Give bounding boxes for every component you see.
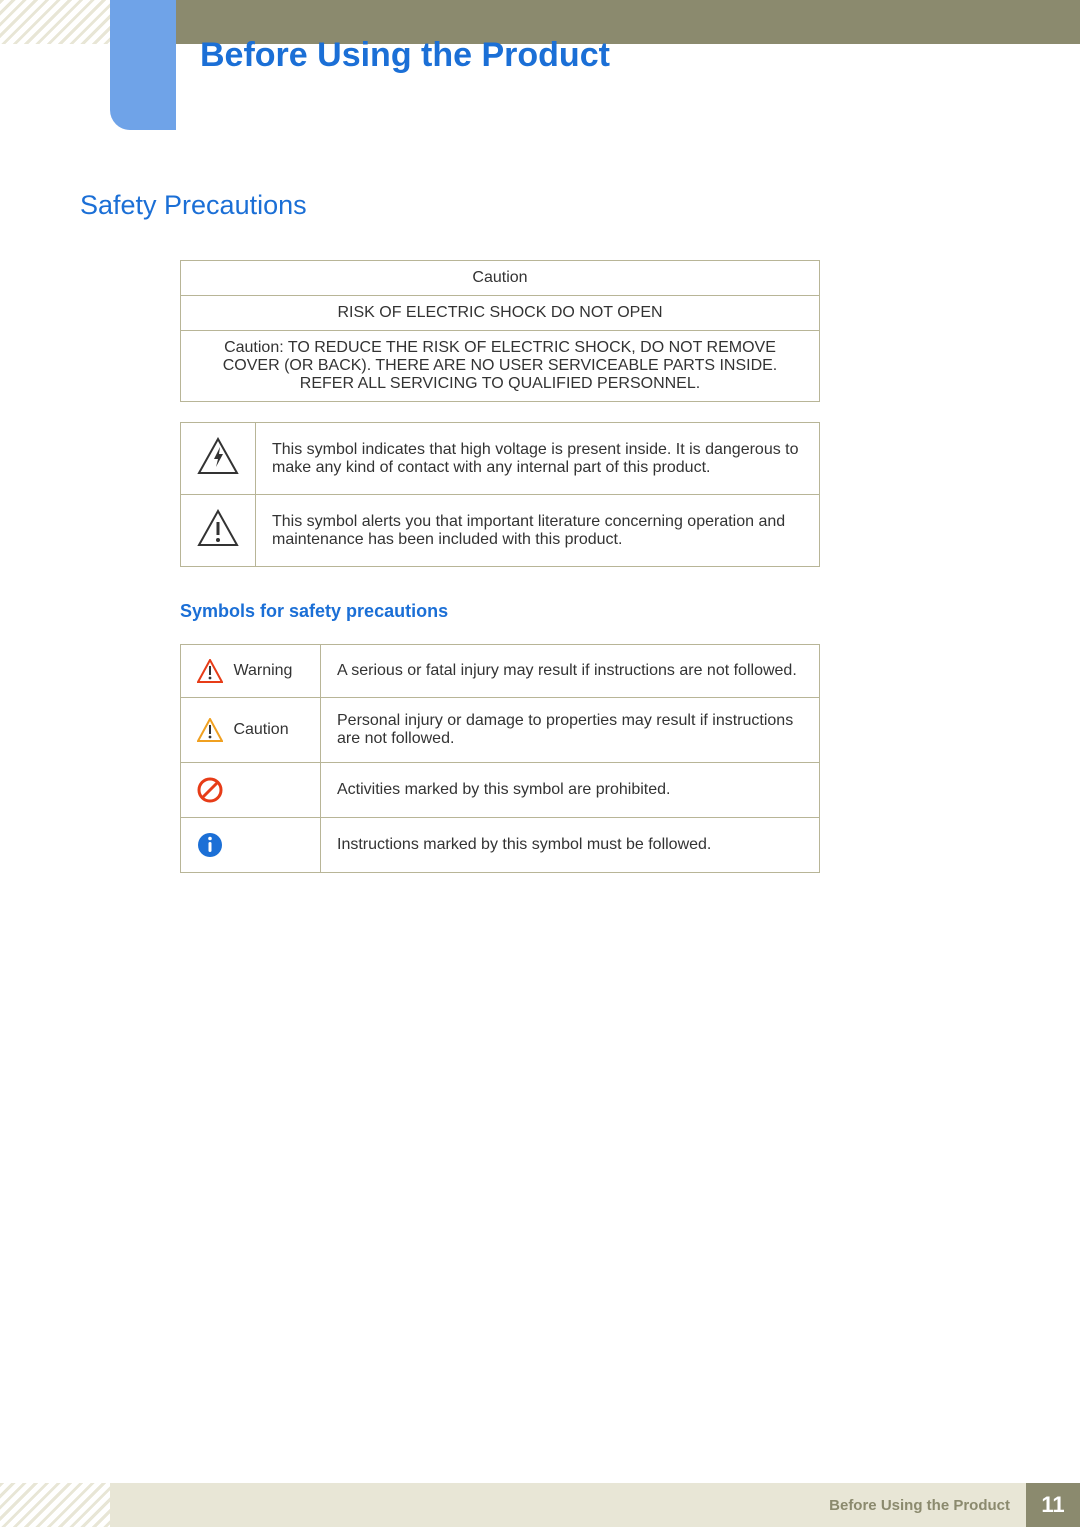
caution-row-3: Caution: TO REDUCE THE RISK OF ELECTRIC …: [181, 331, 820, 402]
symbols-subheading: Symbols for safety precautions: [180, 601, 820, 622]
caution-box-table: Caution RISK OF ELECTRIC SHOCK DO NOT OP…: [180, 260, 820, 402]
chapter-tab: [110, 0, 176, 130]
footer-diagonal-decoration: [0, 1483, 110, 1527]
info-desc: Instructions marked by this symbol must …: [321, 818, 820, 873]
precaution-symbols-table: Warning A serious or fatal injury may re…: [180, 644, 820, 873]
caution-row-1: Caution: [181, 261, 820, 296]
exclaim-triangle-icon-cell: [181, 495, 256, 567]
table-row: Instructions marked by this symbol must …: [181, 818, 820, 873]
caution-row-2: RISK OF ELECTRIC SHOCK DO NOT OPEN: [181, 296, 820, 331]
table-row: This symbol indicates that high voltage …: [181, 423, 820, 495]
chapter-title: Before Using the Product: [200, 36, 610, 75]
warning-label: Warning: [233, 662, 292, 679]
section-title: Safety Precautions: [80, 190, 307, 221]
caution-triangle-orange-icon: [197, 718, 223, 742]
content-area: Caution RISK OF ELECTRIC SHOCK DO NOT OP…: [180, 260, 820, 873]
warning-triangle-red-icon: [197, 659, 223, 683]
warning-label-cell: Warning: [181, 645, 321, 698]
page-number: 11: [1026, 1483, 1080, 1527]
exclaim-triangle-icon: [197, 509, 239, 547]
footer-bar: Before Using the Product 11: [110, 1483, 1080, 1527]
footer-chapter-text: Before Using the Product: [829, 1497, 1010, 1514]
info-label-cell: [181, 818, 321, 873]
warning-desc: A serious or fatal injury may result if …: [321, 645, 820, 698]
table-row: This symbol alerts you that important li…: [181, 495, 820, 567]
exclaim-triangle-desc: This symbol alerts you that important li…: [256, 495, 820, 567]
bolt-triangle-desc: This symbol indicates that high voltage …: [256, 423, 820, 495]
caution-label-cell: Caution: [181, 698, 321, 763]
symbol-explanation-table: This symbol indicates that high voltage …: [180, 422, 820, 567]
header-diagonal-decoration: [0, 0, 110, 44]
prohibited-label-cell: [181, 763, 321, 818]
table-row: Warning A serious or fatal injury may re…: [181, 645, 820, 698]
table-row: Activities marked by this symbol are pro…: [181, 763, 820, 818]
bolt-triangle-icon: [197, 437, 239, 475]
caution-desc: Personal injury or damage to properties …: [321, 698, 820, 763]
prohibited-icon: [197, 777, 223, 803]
caution-label: Caution: [233, 721, 288, 738]
prohibited-desc: Activities marked by this symbol are pro…: [321, 763, 820, 818]
info-circle-icon: [197, 832, 223, 858]
table-row: Caution Personal injury or damage to pro…: [181, 698, 820, 763]
bolt-triangle-icon-cell: [181, 423, 256, 495]
